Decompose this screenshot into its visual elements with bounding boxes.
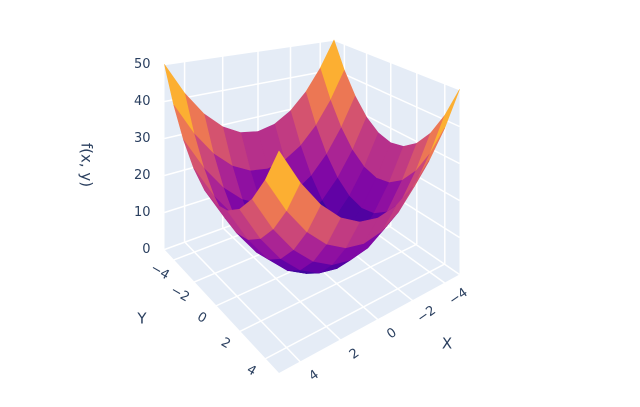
grid-line <box>222 227 342 341</box>
grid-line <box>164 39 335 66</box>
x-tick-label: 4 <box>307 367 322 384</box>
z-tick-label: 20 <box>134 168 151 183</box>
surface-patch <box>265 150 301 211</box>
grid-line <box>239 243 418 333</box>
grid-line <box>184 241 301 363</box>
x-axis-title: X <box>442 335 452 353</box>
x-tick-label: −2 <box>415 303 439 326</box>
grid-line <box>265 263 446 360</box>
z-tick-label: 10 <box>134 205 151 220</box>
grid-line <box>333 39 460 91</box>
y-tick-label: 4 <box>244 362 259 379</box>
y-axis-title: Y <box>136 310 147 328</box>
z-tick-label: 30 <box>134 131 151 146</box>
z-axis-title: f(x, y) <box>78 143 96 187</box>
y-tick-label: 0 <box>194 309 209 326</box>
plot-area <box>164 39 460 373</box>
z-tick-label: 40 <box>134 94 151 109</box>
y-tick-label: −4 <box>148 261 172 284</box>
grid-line <box>164 68 335 103</box>
y-tick-label: −2 <box>168 283 192 306</box>
grid-line <box>333 68 460 128</box>
z-tick-label: 50 <box>134 57 151 72</box>
x-tick-label: 0 <box>384 325 399 342</box>
x-tick-label: −4 <box>446 285 470 308</box>
y-tick-label: 2 <box>218 335 233 352</box>
x-tick-label: 2 <box>347 346 362 363</box>
z-tick-label: 0 <box>142 242 150 257</box>
